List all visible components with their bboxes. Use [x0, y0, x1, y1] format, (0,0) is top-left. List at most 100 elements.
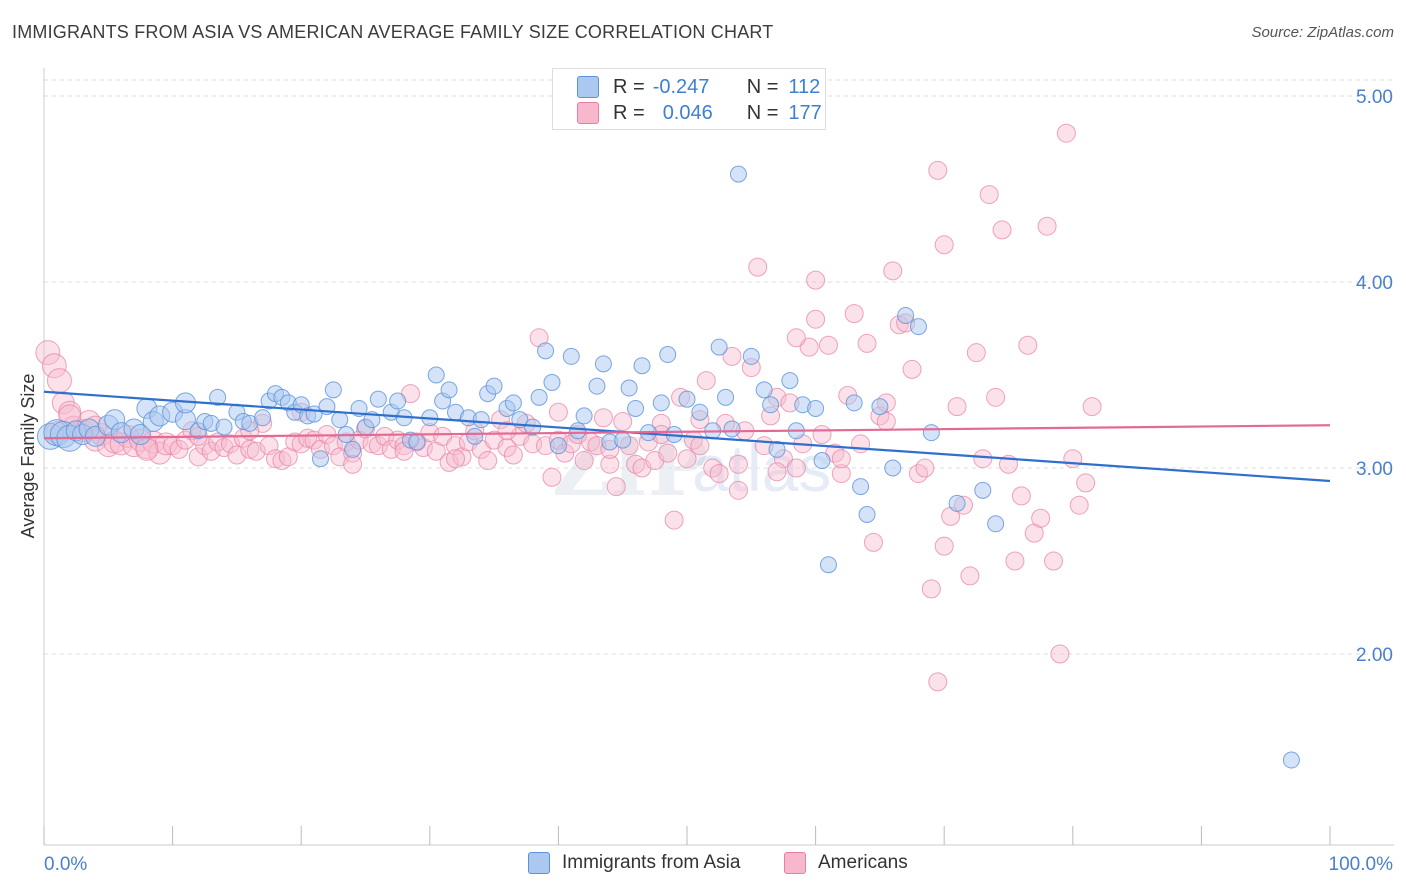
americans-point	[175, 430, 195, 450]
americans-point	[497, 438, 517, 458]
americans-point	[966, 343, 986, 363]
asia-point	[440, 381, 458, 399]
asia-point	[620, 379, 638, 397]
asia-point	[575, 407, 593, 425]
americans-point	[1044, 551, 1064, 571]
x-tick-label: 0.0%	[44, 854, 87, 875]
americans-point	[503, 445, 523, 465]
americans-point	[986, 387, 1006, 407]
asia-swatch	[577, 76, 599, 98]
asia-point	[209, 388, 227, 406]
asia-point	[614, 431, 632, 449]
y-tick-label: 4.00	[1356, 273, 1393, 294]
asia-trend-line	[43, 390, 1331, 483]
legend-item-asia[interactable]: Immigrants from Asia	[528, 852, 740, 874]
asia-point	[466, 427, 484, 445]
americans-point	[169, 439, 189, 459]
americans-point	[883, 261, 903, 281]
americans-point	[246, 441, 266, 461]
n-value: 177	[788, 101, 822, 124]
americans-point	[600, 454, 620, 474]
asia-point	[922, 424, 940, 442]
asia-point	[530, 388, 548, 406]
americans-point	[960, 566, 980, 586]
asia-point	[537, 342, 555, 360]
asia-legend-swatch	[528, 852, 550, 874]
americans-point	[446, 436, 466, 456]
asia-point	[909, 318, 927, 336]
asia-point	[807, 399, 825, 417]
asia-point	[633, 357, 651, 375]
asia-point	[710, 338, 728, 356]
americans-point	[323, 436, 343, 456]
americans-point	[1076, 473, 1096, 493]
axes	[43, 68, 1394, 846]
asia-point	[215, 418, 233, 436]
y-tick-label: 2.00	[1356, 645, 1393, 666]
americans-point	[857, 333, 877, 353]
americans-point	[1005, 551, 1025, 571]
americans-point	[240, 439, 260, 459]
americans-point	[928, 672, 948, 692]
r-label: R =	[613, 101, 645, 124]
asia-point	[311, 450, 329, 468]
n-value: 112	[788, 75, 821, 98]
asia-point	[504, 394, 522, 412]
asia-point	[858, 506, 876, 523]
americans-trend-line	[43, 424, 1331, 440]
asia-point	[543, 373, 561, 391]
asia-point	[652, 394, 670, 412]
americans-point	[812, 425, 832, 445]
americans-point	[548, 402, 568, 422]
americans-point	[658, 443, 678, 463]
americans-point	[664, 510, 684, 530]
asia-point	[344, 440, 362, 458]
asia-point	[678, 390, 696, 408]
americans-point	[851, 434, 871, 454]
source-label: Source: ZipAtlas.com	[1251, 24, 1394, 41]
americans-swatch	[577, 102, 599, 124]
americans-point	[439, 452, 459, 472]
axis-labels: 2.00 3.00 4.00 5.00 0.0% 100.0% Average Family…	[18, 87, 1393, 875]
americans-point	[1018, 335, 1038, 355]
americans-point	[298, 428, 318, 448]
asia-point	[427, 366, 445, 384]
americans-point	[272, 451, 292, 471]
americans-point	[542, 467, 562, 487]
watermark-atlas: atlas	[692, 431, 832, 505]
asia-point	[569, 422, 587, 440]
asia-point	[1282, 751, 1300, 769]
chart-title: IMMIGRANTS FROM ASIA VS AMERICAN AVERAGE…	[12, 22, 774, 42]
asia-point	[588, 377, 606, 395]
americans-point	[696, 371, 716, 391]
americans-point	[728, 480, 748, 500]
americans-point	[593, 408, 613, 428]
stats-row-asia: R = -0.247 N = 112	[577, 74, 820, 100]
asia-point	[742, 347, 760, 365]
r-value: 0.046	[662, 101, 713, 124]
americans-point	[1050, 644, 1070, 664]
americans-point	[41, 353, 67, 379]
legend-item-americans[interactable]: Americans	[784, 852, 908, 874]
americans-point	[446, 449, 466, 469]
americans-point	[1082, 397, 1102, 417]
asia-point	[974, 481, 992, 499]
americans-legend-label: Americans	[818, 852, 908, 873]
americans-point	[188, 447, 208, 467]
americans-point	[979, 185, 999, 205]
asia-point	[813, 452, 831, 470]
americans-point	[934, 235, 954, 255]
americans-point	[806, 270, 826, 290]
asia-point	[562, 347, 580, 365]
asia-point	[627, 399, 645, 417]
americans-point	[844, 304, 864, 324]
americans-point	[677, 449, 697, 469]
americans-point	[626, 454, 646, 474]
y-tick-label: 3.00	[1356, 459, 1393, 480]
asia-point	[691, 403, 709, 421]
series-legend: Immigrants from Asia Americans	[0, 852, 1406, 878]
americans-point	[863, 532, 883, 552]
asia-point	[485, 377, 503, 395]
americans-point	[35, 340, 61, 366]
